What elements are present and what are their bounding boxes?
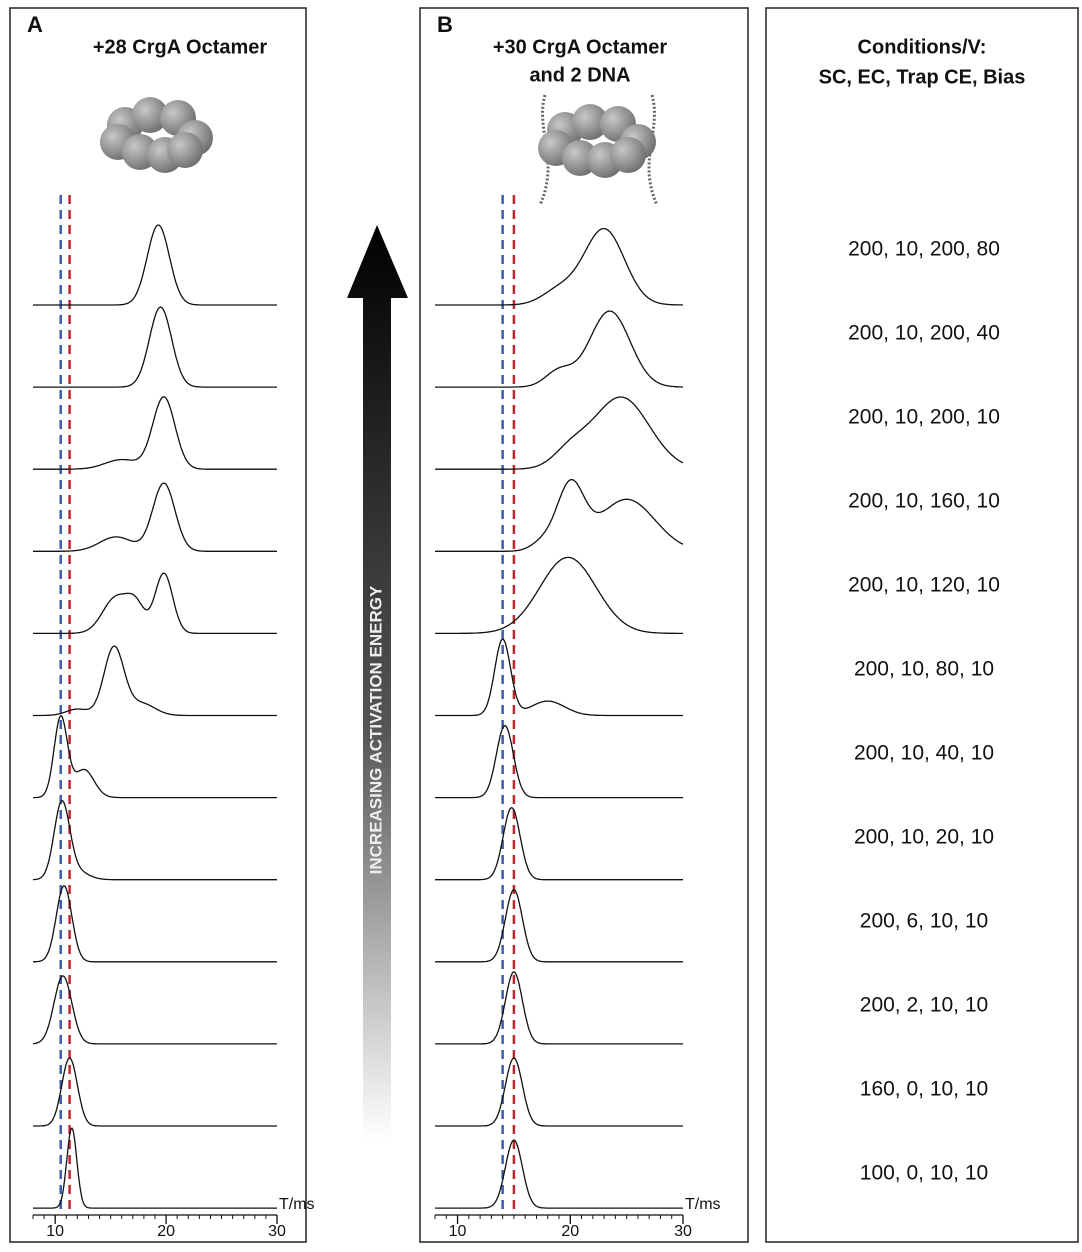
trace (435, 890, 683, 962)
trace (435, 311, 683, 387)
condition-row: 200, 10, 200, 40 (848, 322, 1000, 345)
x-tick-label: 20 (157, 1223, 175, 1240)
x-tick-label: 30 (268, 1223, 286, 1240)
trace (33, 1128, 277, 1208)
condition-row: 200, 2, 10, 10 (860, 994, 988, 1017)
panel-letter: B (437, 12, 453, 37)
condition-row: 200, 10, 160, 10 (848, 490, 1000, 513)
condition-row: 200, 10, 40, 10 (854, 742, 994, 765)
x-tick-label: 10 (46, 1223, 64, 1240)
condition-row: 200, 10, 80, 10 (854, 658, 994, 681)
trace (435, 1058, 683, 1126)
condition-row: 200, 6, 10, 10 (860, 910, 988, 933)
trace (435, 1140, 683, 1208)
figure: INCREASING ACTIVATION ENERGY Conditions/… (0, 0, 1082, 1247)
condition-row: 100, 0, 10, 10 (860, 1162, 988, 1185)
x-axis-label: T/ms (685, 1196, 721, 1213)
panel-frame (420, 8, 748, 1242)
trace (435, 972, 683, 1044)
panel-frame (10, 8, 306, 1242)
panel-letter: A (27, 12, 43, 37)
x-tick-label: 10 (449, 1223, 467, 1240)
condition-row: 200, 10, 200, 10 (848, 406, 1000, 429)
octamer-icon (100, 97, 213, 173)
trace (435, 557, 683, 633)
trace (435, 808, 683, 880)
trace (435, 229, 683, 305)
panel-title: +30 CrgA Octamer (493, 36, 668, 58)
x-tick-label: 20 (561, 1223, 579, 1240)
panel-frame (766, 8, 1078, 1242)
condition-row: 200, 10, 20, 10 (854, 826, 994, 849)
octamer-dna-icon (538, 95, 657, 205)
x-tick-label: 30 (674, 1223, 692, 1240)
trace (435, 397, 683, 469)
condition-row: 160, 0, 10, 10 (860, 1078, 988, 1101)
x-axis-label: T/ms (279, 1196, 315, 1213)
conditions-header: Conditions/V: (858, 36, 987, 58)
condition-row: 200, 10, 200, 80 (848, 238, 1000, 261)
arrow-label: INCREASING ACTIVATION ENERGY (366, 585, 385, 874)
panel-title: +28 CrgA Octamer (93, 36, 268, 58)
trace (435, 639, 683, 715)
trace (435, 480, 683, 552)
conditions-header: SC, EC, Trap CE, Bias (819, 66, 1026, 88)
condition-row: 200, 10, 120, 10 (848, 574, 1000, 597)
trace (435, 726, 683, 798)
panel-title: and 2 DNA (529, 64, 630, 86)
